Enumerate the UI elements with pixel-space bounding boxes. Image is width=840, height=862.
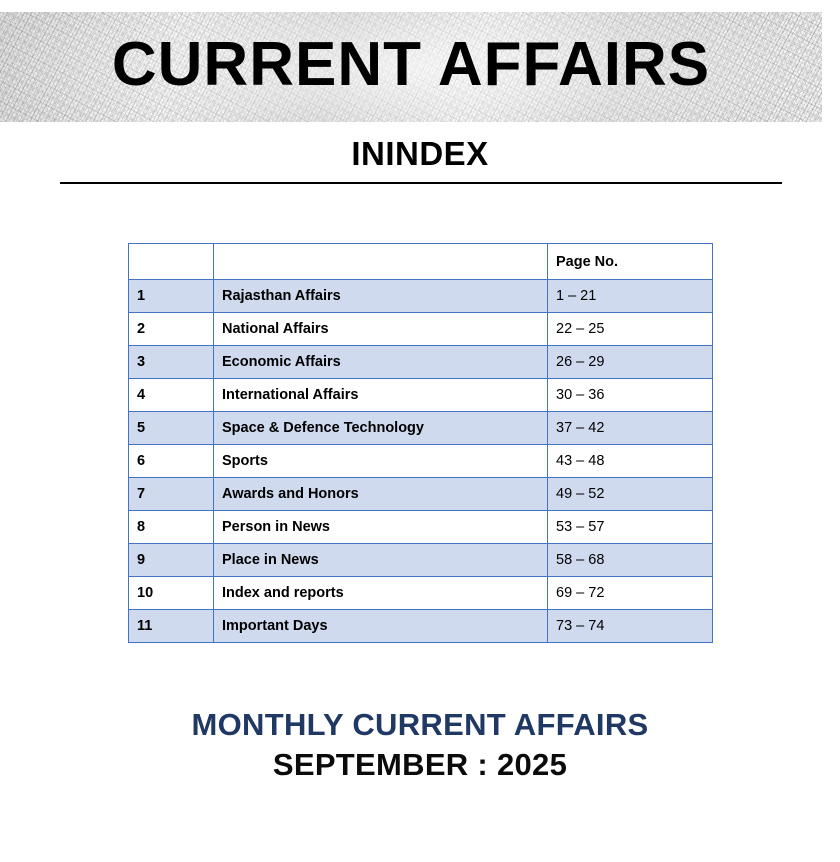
row-page-range: 26 – 29	[547, 345, 713, 379]
row-serial-number: 3	[128, 345, 214, 379]
row-page-range: 58 – 68	[547, 543, 713, 577]
footer-title: MONTHLY CURRENT AFFAIRS	[191, 707, 649, 742]
row-serial-number: 1	[128, 279, 214, 313]
row-serial-number: 9	[128, 543, 214, 577]
column-header-topic	[213, 243, 548, 280]
row-serial-number: 10	[128, 576, 214, 610]
table-row: 11 Important Days 73 – 74	[128, 609, 713, 643]
row-topic-name: Space & Defence Technology	[213, 411, 548, 445]
row-topic-name: Person in News	[213, 510, 548, 544]
table-row: 2 National Affairs 22 – 25	[128, 312, 713, 346]
row-page-range: 1 – 21	[547, 279, 713, 313]
table-row: 5 Space & Defence Technology 37 – 42	[128, 411, 713, 445]
row-page-range: 30 – 36	[547, 378, 713, 412]
row-page-range: 49 – 52	[547, 477, 713, 511]
table-row: 4 International Affairs 30 – 36	[128, 378, 713, 412]
row-topic-name: Place in News	[213, 543, 548, 577]
row-serial-number: 8	[128, 510, 214, 544]
footer-block: MONTHLY CURRENT AFFAIRS SEPTEMBER : 2025	[0, 705, 840, 784]
row-page-range: 53 – 57	[547, 510, 713, 544]
row-topic-name: International Affairs	[213, 378, 548, 412]
row-topic-name: Sports	[213, 444, 548, 478]
row-serial-number: 2	[128, 312, 214, 346]
row-serial-number: 11	[128, 609, 214, 643]
row-serial-number: 4	[128, 378, 214, 412]
table-row: 7 Awards and Honors 49 – 52	[128, 477, 713, 511]
row-page-range: 43 – 48	[547, 444, 713, 478]
row-page-range: 22 – 25	[547, 312, 713, 346]
row-topic-name: Index and reports	[213, 576, 548, 610]
row-serial-number: 5	[128, 411, 214, 445]
row-topic-name: National Affairs	[213, 312, 548, 346]
horizontal-divider	[60, 182, 782, 184]
banner-vignette-overlay	[0, 12, 822, 122]
table-row: 8 Person in News 53 – 57	[128, 510, 713, 544]
table-row: 6 Sports 43 – 48	[128, 444, 713, 478]
row-serial-number: 6	[128, 444, 214, 478]
table-body: 1 Rajasthan Affairs 1 – 21 2 National Affair…	[128, 279, 713, 643]
header-banner: CURRENT AFFAIRS	[0, 12, 822, 122]
table-row: 9 Place in News 58 – 68	[128, 543, 713, 577]
footer-edition: SEPTEMBER : 2025	[272, 746, 568, 782]
subtitle-heading: ININDEX	[351, 135, 489, 172]
table-row: 3 Economic Affairs 26 – 29	[128, 345, 713, 379]
row-page-range: 69 – 72	[547, 576, 713, 610]
index-table: Page No. 1 Rajasthan Affairs 1 – 21 2 Nation…	[128, 243, 713, 643]
row-serial-number: 7	[128, 477, 214, 511]
row-page-range: 37 – 42	[547, 411, 713, 445]
row-page-range: 73 – 74	[547, 609, 713, 643]
table-row: 1 Rajasthan Affairs 1 – 21	[128, 279, 713, 313]
page-title: CURRENT AFFAIRS	[111, 30, 711, 99]
table-header-row: Page No.	[128, 243, 713, 280]
row-topic-name: Awards and Honors	[213, 477, 548, 511]
column-header-page-no: Page No.	[547, 243, 713, 280]
column-header-serial	[128, 243, 214, 280]
table-row: 10 Index and reports 69 – 72	[128, 576, 713, 610]
row-topic-name: Important Days	[213, 609, 548, 643]
row-topic-name: Economic Affairs	[213, 345, 548, 379]
row-topic-name: Rajasthan Affairs	[213, 279, 548, 313]
table-header: Page No.	[128, 243, 713, 280]
